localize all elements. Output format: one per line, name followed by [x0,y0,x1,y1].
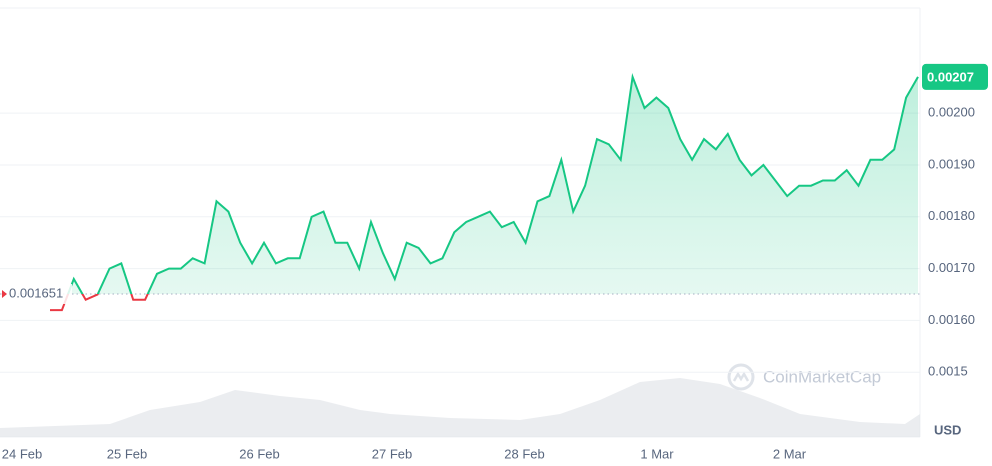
price-tag-label: 0.00207 [927,69,974,84]
x-tick-label: 27 Feb [372,446,412,461]
y-tick-label: 0.00200 [928,105,975,120]
price-tag [922,63,988,90]
baseline-arrow [2,290,7,298]
y-tick-label: 0.0015 [928,364,968,379]
price-area [68,76,918,294]
watermark: CoinMarketCap [763,367,881,386]
x-tick-label: 28 Feb [504,446,544,461]
y-tick-label: 0.00180 [928,208,975,223]
y-tick-label: 0.00160 [928,312,975,327]
y-tick-label: 0.00170 [928,260,975,275]
x-tick-label: 25 Feb [107,446,147,461]
baseline-label-bg [2,284,72,304]
price-line-up [66,72,919,294]
baseline-label: 0.001651 [9,285,63,300]
watermark-logo [727,363,755,391]
x-tick-label: 1 Mar [640,446,674,461]
x-tick-label: 26 Feb [239,446,279,461]
x-tick-label: 24 Feb [2,446,42,461]
volume-area [0,378,920,437]
unit-label: USD [934,422,961,437]
x-tick-label: 2 Mar [773,446,807,461]
y-tick-label: 0.00190 [928,156,975,171]
